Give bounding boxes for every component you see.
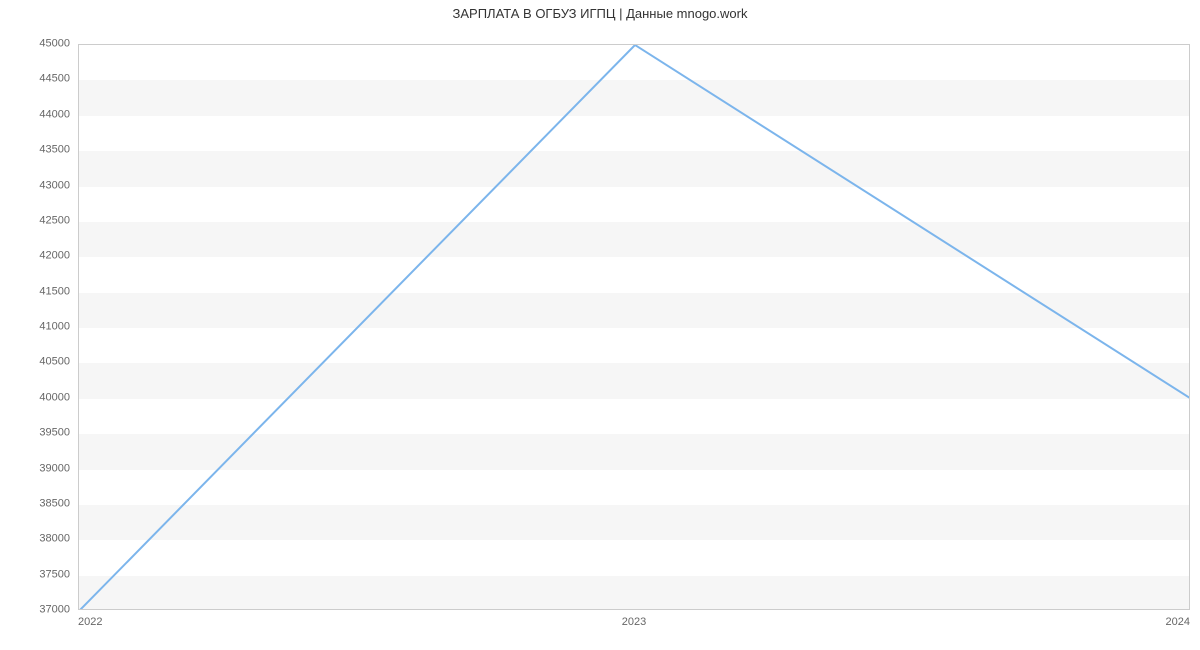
y-tick-label: 44500 <box>0 74 70 85</box>
y-tick-label: 37500 <box>0 569 70 580</box>
y-tick-label: 43000 <box>0 180 70 191</box>
y-tick-label: 45000 <box>0 39 70 50</box>
y-tick-label: 43500 <box>0 145 70 156</box>
y-tick-label: 37000 <box>0 605 70 616</box>
plot-area <box>78 44 1190 610</box>
x-tick-label: 2024 <box>1166 616 1190 628</box>
y-tick-label: 41500 <box>0 286 70 297</box>
y-tick-label: 39500 <box>0 428 70 439</box>
y-tick-label: 38500 <box>0 498 70 509</box>
y-tick-label: 42000 <box>0 251 70 262</box>
y-tick-label: 41000 <box>0 322 70 333</box>
y-tick-label: 38000 <box>0 534 70 545</box>
x-tick-label: 2023 <box>622 616 646 628</box>
y-tick-label: 44000 <box>0 109 70 120</box>
chart-title: ЗАРПЛАТА В ОГБУЗ ИГПЦ | Данные mnogo.wor… <box>0 6 1200 21</box>
y-tick-label: 39000 <box>0 463 70 474</box>
salary-chart: ЗАРПЛАТА В ОГБУЗ ИГПЦ | Данные mnogo.wor… <box>0 0 1200 650</box>
series-line <box>79 45 1190 610</box>
x-tick-label: 2022 <box>78 616 102 628</box>
y-tick-label: 40500 <box>0 357 70 368</box>
line-series <box>79 45 1190 610</box>
y-tick-label: 40000 <box>0 392 70 403</box>
y-tick-label: 42500 <box>0 215 70 226</box>
